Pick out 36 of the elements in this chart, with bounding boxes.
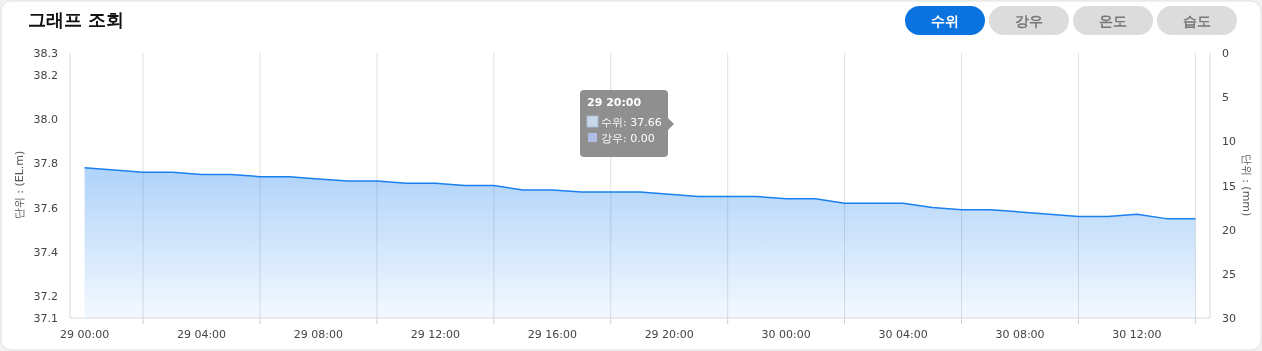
y-tick-label: 37.2 [33, 289, 58, 303]
x-tick-label: 29 20:00 [644, 328, 694, 341]
x-tick-label: 30 04:00 [878, 328, 928, 341]
annotation: 수위: 37.66 [601, 116, 662, 129]
x-tick-label: 29 12:00 [410, 328, 460, 341]
annotation: 강우: 0.00 [601, 132, 655, 145]
x-tick-label: 29 08:00 [293, 328, 344, 341]
y-tick-label: 37.8 [33, 157, 58, 171]
button: 습도 [1157, 6, 1237, 35]
y-axis-title: 단위 : (EL.m) [13, 150, 26, 220]
y2-axis-title: 단위 : (mm) [1240, 153, 1253, 217]
x-tick-label: 29 04:00 [176, 328, 227, 341]
y-tick-label: 37.4 [33, 245, 58, 259]
y2-tick-label: 0 [1222, 47, 1229, 60]
button: 수위 [905, 6, 985, 35]
y2-tick-label: 25 [1222, 267, 1236, 281]
x-tick-label: 30 00:00 [761, 328, 811, 341]
x-tick-label: 30 12:00 [1112, 328, 1162, 341]
button: 강우 [989, 6, 1069, 35]
x-tick-label: 29 16:00 [527, 328, 577, 341]
tooltip: 29 20:00 수위: 37.66 강우: 0.00 [580, 90, 674, 157]
y2-tick-label: 15 [1222, 179, 1236, 193]
chart-title: 그래프 조회 [28, 9, 125, 30]
x-tick-label: 30 08:00 [995, 328, 1045, 341]
annotation: 29 20:00 [587, 96, 642, 109]
y2-tick-label: 20 [1222, 223, 1236, 237]
button: 온도 [1073, 6, 1153, 35]
y-tick-label: 37.1 [33, 312, 58, 325]
y-tick-label: 38.3 [33, 47, 58, 60]
y-tick-label: 38.2 [33, 69, 58, 83]
y2-tick-label: 5 [1222, 91, 1229, 105]
y2-tick-label: 30 [1222, 312, 1236, 325]
y-tick-label: 37.6 [33, 201, 58, 215]
x-tick-label: 29 00:00 [60, 328, 110, 341]
y2-tick-label: 10 [1222, 135, 1236, 149]
y-tick-label: 38.0 [33, 113, 58, 127]
